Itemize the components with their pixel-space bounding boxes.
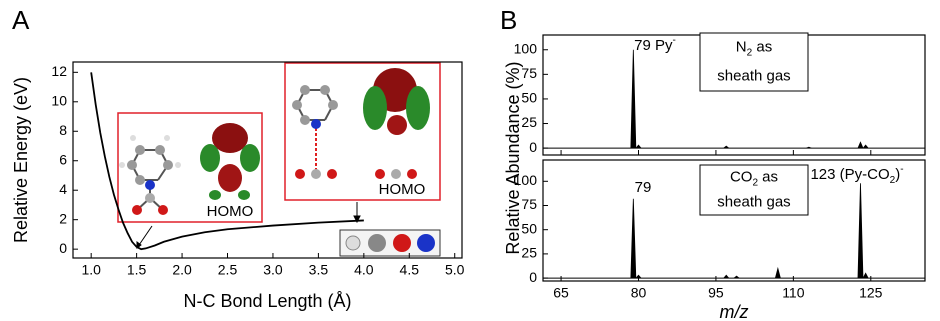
y-tick-label: 100 [514, 172, 538, 188]
annotation-part: 79 [635, 179, 652, 196]
peak [636, 145, 641, 148]
peak [863, 145, 868, 148]
y-tick-label: 25 [521, 114, 537, 130]
y-tick-label: 0 [529, 269, 537, 285]
y-tick-label: 4 [59, 181, 67, 197]
peak [775, 268, 780, 278]
annotation-part: - [900, 164, 903, 175]
x-tick-label: 2.5 [218, 262, 238, 278]
peak [858, 142, 863, 148]
figure: 0246810121.01.52.02.53.03.54.04.55.0AN-C… [0, 0, 940, 321]
annotation-part: 123 (Py-CO [810, 166, 889, 183]
peak [636, 275, 641, 278]
y-tick-label: 12 [51, 63, 67, 79]
y-tick-label: 25 [521, 245, 537, 261]
peak [724, 146, 729, 148]
x-tick-label: 65 [553, 285, 569, 301]
x-tick-label: 80 [631, 285, 647, 301]
y-tick-label: 75 [521, 65, 537, 81]
peak [734, 276, 739, 278]
y-tick-label: 50 [521, 220, 537, 236]
y-tick-label: 100 [514, 40, 538, 56]
peak [631, 50, 636, 148]
annotation: 79 Py- [634, 35, 676, 54]
peak [863, 273, 868, 278]
x-tick-label: 3.0 [263, 262, 283, 278]
peak [631, 199, 636, 278]
atom-key [340, 230, 440, 256]
annotation: HOMO [379, 181, 426, 198]
peak [806, 147, 811, 148]
x-axis-label: m/z [720, 302, 749, 321]
annotation-part: - [673, 35, 676, 46]
annotation-part: 79 Py [634, 37, 673, 54]
annotation-part: sheath gas [717, 193, 790, 210]
y-tick-label: 0 [59, 240, 67, 256]
y-tick-label: 2 [59, 210, 67, 226]
x-tick-label: 95 [708, 285, 724, 301]
x-tick-label: 3.5 [309, 262, 329, 278]
annotation: sheath gas [717, 67, 790, 84]
x-tick-label: 4.5 [400, 262, 420, 278]
panel-label: A [12, 5, 30, 35]
x-tick-label: 1.0 [81, 262, 101, 278]
x-tick-label: 1.5 [127, 262, 147, 278]
x-tick-label: 2.0 [172, 262, 192, 278]
x-tick-label: 4.0 [354, 262, 374, 278]
annotation: sheath gas [717, 193, 790, 210]
x-tick-label: 110 [782, 285, 805, 301]
annotation-part: HOMO [379, 181, 426, 198]
annotation-part: as [752, 38, 772, 55]
y-tick-label: 6 [59, 151, 67, 167]
y-tick-label: 75 [521, 196, 537, 212]
peak [858, 183, 863, 278]
x-tick-label: 125 [859, 285, 883, 301]
annotation-part: HOMO [207, 203, 254, 220]
annotation-part: N [736, 38, 747, 55]
y-tick-label: 8 [59, 122, 67, 138]
annotation-part: as [758, 168, 778, 185]
y-tick-label: 50 [521, 90, 537, 106]
annotation-part: CO [730, 168, 753, 185]
y-axis-label: Relative Energy (eV) [11, 77, 31, 243]
annotation-part: sheath gas [717, 67, 790, 84]
y-tick-label: 0 [529, 139, 537, 155]
annotation: 123 (Py-CO2)- [810, 164, 903, 186]
peak [724, 275, 729, 278]
x-tick-label: 5.0 [445, 262, 465, 278]
y-tick-label: 10 [51, 92, 67, 108]
inset-dissociated [285, 63, 440, 200]
y-axis-label: Relative Abundance (%) [503, 61, 523, 254]
annotation: 79 [635, 179, 652, 196]
annotation: HOMO [207, 203, 254, 220]
x-axis-label: N-C Bond Length (Å) [183, 291, 351, 311]
panel-label: B [500, 5, 517, 35]
